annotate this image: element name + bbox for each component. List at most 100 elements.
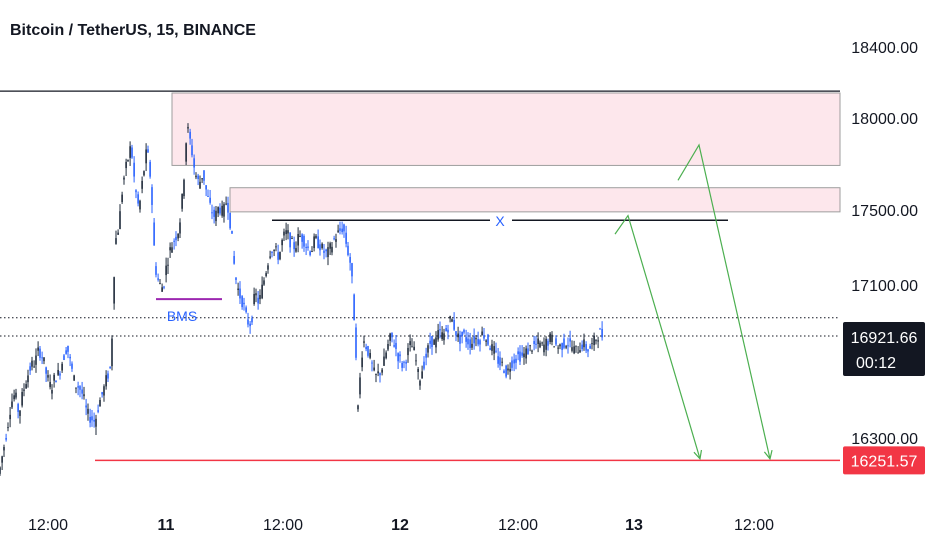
candle-body [243, 302, 245, 305]
candle-body [353, 294, 355, 321]
candle-body [161, 287, 163, 292]
candle-body [305, 246, 307, 248]
candle-body [449, 316, 451, 319]
candle-body [497, 356, 499, 364]
candle-body [93, 419, 95, 422]
arrow-head [693, 449, 703, 461]
candle-body [313, 236, 315, 249]
candle-body [235, 277, 237, 280]
x-label: X [495, 213, 505, 229]
candle-body [557, 347, 559, 349]
candle-body [9, 414, 11, 420]
candle-body [459, 334, 461, 344]
candle-body [17, 404, 19, 412]
candle-body [435, 337, 437, 348]
candle-body [197, 175, 199, 179]
candle-body [63, 355, 65, 361]
candle-body [515, 358, 517, 363]
candle-body [141, 180, 143, 189]
candle-body [599, 328, 601, 330]
candle-body [59, 373, 61, 376]
candle-body [217, 207, 219, 214]
candle-body [301, 234, 303, 242]
candle-body [295, 248, 297, 252]
candle-body [95, 418, 97, 427]
countdown-timer: 00:12 [856, 355, 896, 372]
candle-body [549, 333, 551, 342]
candle-body [483, 335, 485, 339]
candle-body [461, 331, 463, 337]
y-tick-label: 16300.00 [851, 431, 918, 448]
candle-body [377, 371, 379, 374]
candle-body [327, 247, 329, 258]
x-tick-label: 13 [625, 517, 643, 534]
candle-body [185, 143, 187, 162]
candle-body [343, 224, 345, 232]
candle-body [121, 194, 123, 203]
candle-body [539, 342, 541, 348]
candle-body [149, 161, 151, 177]
arrow-head [763, 449, 773, 461]
candle-body [101, 392, 103, 395]
y-tick-label: 17500.00 [851, 203, 918, 220]
candle-body [405, 361, 407, 364]
candle-body [43, 357, 45, 362]
candle-body [233, 255, 235, 264]
candle-body [463, 329, 465, 333]
candle-body [573, 346, 575, 354]
candle-body [545, 338, 547, 350]
candle-body [369, 352, 371, 358]
candle-body [477, 339, 479, 345]
candle-body [237, 288, 239, 290]
candle-body [147, 149, 149, 153]
candle-body [553, 346, 555, 348]
candle-body [89, 416, 91, 423]
candle-body [419, 380, 421, 386]
candle-body [61, 363, 63, 371]
candle-body [13, 395, 15, 400]
candle-body [165, 265, 167, 276]
candle-body [451, 319, 453, 322]
candle-body [409, 341, 411, 346]
candle-body [51, 389, 53, 394]
candle-body [375, 373, 377, 375]
candle-body [541, 342, 543, 344]
candle-body [339, 228, 341, 231]
candle-body [183, 179, 185, 197]
candle-body [337, 230, 339, 232]
candle-body [125, 161, 127, 169]
candle-body [85, 405, 87, 408]
candle-body [387, 344, 389, 350]
candle-body [67, 345, 69, 352]
candle-body [109, 366, 111, 368]
support-price-tag [843, 446, 925, 475]
candle-body [495, 350, 497, 352]
candle-body [323, 250, 325, 253]
candle-body [391, 332, 393, 338]
candle-body [187, 126, 189, 129]
candle-body [0, 467, 1, 474]
candle-body [75, 387, 77, 389]
candle-body [23, 389, 25, 391]
candle-body [35, 355, 37, 365]
candle-body [69, 356, 71, 359]
candle-body [99, 399, 101, 407]
candle-body [593, 335, 595, 346]
candle-body [503, 370, 505, 373]
candle-body [143, 171, 145, 176]
candle-body [565, 346, 567, 348]
candle-body [231, 230, 233, 234]
candle-body [151, 187, 153, 205]
candle-body [271, 251, 273, 253]
candle-body [193, 158, 195, 168]
candle-body [293, 242, 295, 250]
candle-body [57, 369, 59, 375]
candle-body [355, 327, 357, 358]
candle-body [341, 228, 343, 233]
support-price-value: 16251.57 [851, 453, 918, 470]
candle-body [73, 375, 75, 381]
candle-body [425, 353, 427, 358]
candle-body [135, 190, 137, 193]
candle-body [297, 234, 299, 246]
